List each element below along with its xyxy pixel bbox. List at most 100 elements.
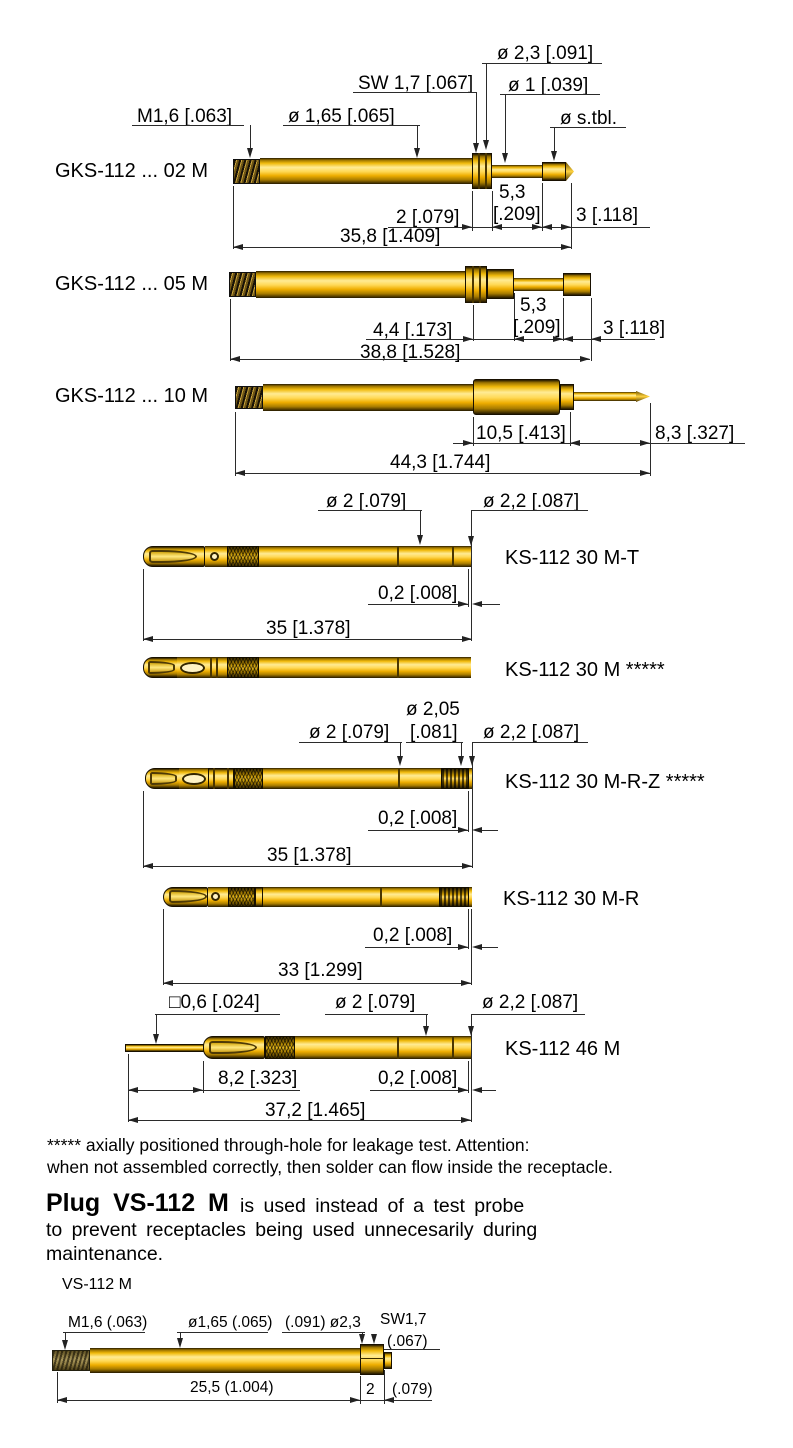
ext-line bbox=[471, 909, 472, 985]
knurl-end bbox=[439, 887, 469, 907]
probe-hex bbox=[472, 153, 492, 189]
leader-line bbox=[420, 510, 421, 535]
probe-needle bbox=[125, 1044, 207, 1052]
ext-line bbox=[473, 305, 474, 341]
footnote-line2: when not assembled correctly, then solde… bbox=[47, 1157, 613, 1177]
arrowhead bbox=[462, 224, 472, 230]
dim-label-total: 25,5 (1.004) bbox=[190, 1379, 274, 1396]
arrowhead bbox=[472, 827, 482, 833]
dim-line bbox=[453, 443, 745, 444]
vs112-label: VS-112 M bbox=[62, 1276, 132, 1293]
probe-collar bbox=[487, 269, 514, 299]
hex-facet-line bbox=[485, 153, 487, 189]
arrowhead bbox=[561, 244, 571, 250]
head-slot bbox=[169, 890, 207, 903]
leader-line bbox=[486, 63, 487, 140]
probe-thread bbox=[229, 272, 256, 297]
head-slot bbox=[149, 550, 197, 563]
arrowhead bbox=[143, 636, 153, 642]
ext-line bbox=[591, 298, 592, 361]
dim-label-diameter: ø s.tbl. bbox=[560, 108, 618, 129]
crimp-line bbox=[227, 768, 229, 789]
leader-line bbox=[400, 742, 401, 756]
dim-label-diameter: [.081] bbox=[410, 722, 458, 743]
probe-barrel bbox=[259, 657, 471, 678]
leader-line bbox=[500, 94, 600, 95]
arrowhead bbox=[235, 470, 245, 476]
dim-label-total: 38,8 [1.528] bbox=[360, 342, 461, 363]
dim-label-diameter: ø 2,3 [.091] bbox=[497, 43, 594, 64]
leader-line bbox=[471, 510, 472, 641]
probe-barrel bbox=[263, 384, 473, 411]
arrowhead bbox=[359, 1334, 365, 1344]
probe-tip bbox=[563, 273, 591, 296]
leader-line bbox=[318, 510, 422, 511]
dim-line bbox=[128, 1090, 300, 1091]
probe-end-cap bbox=[469, 887, 472, 907]
barrel-joint bbox=[397, 657, 399, 678]
leader-line bbox=[471, 1014, 472, 1122]
probe-label: KS-112 30 M-R bbox=[503, 888, 640, 910]
dim-label: 0,2 [.008] bbox=[378, 583, 458, 604]
head-hole-oval bbox=[180, 662, 205, 674]
dim-label-total: 35 [1.378] bbox=[266, 618, 351, 639]
leader-line bbox=[63, 1332, 145, 1333]
leader-line bbox=[250, 125, 251, 148]
ext-line bbox=[143, 569, 144, 641]
dim-label: [.209] bbox=[513, 317, 561, 338]
crimp-knurl bbox=[227, 546, 259, 567]
arrowhead bbox=[472, 1087, 482, 1093]
dim-line-total bbox=[57, 1400, 432, 1401]
dim-line-total bbox=[233, 247, 571, 248]
leader-line bbox=[65, 1332, 66, 1341]
dim-label-diameter: ø 2 [.079] bbox=[326, 491, 407, 512]
dim-label-thread: M1,6 [.063] bbox=[137, 106, 233, 127]
crimp-knurl bbox=[265, 1036, 295, 1059]
dim-line-total bbox=[230, 359, 590, 360]
arrowhead bbox=[233, 244, 243, 250]
plug-note-title: Plug VS-112 M bbox=[46, 1189, 229, 1217]
probe-sleeve bbox=[473, 379, 560, 415]
probe-needle bbox=[574, 392, 636, 401]
ext-line bbox=[468, 791, 469, 832]
ext-line bbox=[542, 183, 543, 231]
dim-label-total: 33 [1.299] bbox=[278, 960, 363, 981]
barrel-joint bbox=[452, 546, 454, 567]
dim-label-diameter: ø 2,2 [.087] bbox=[483, 722, 580, 743]
arrowhead bbox=[514, 336, 524, 342]
head-hole bbox=[211, 892, 220, 901]
dim-label: 0,2 [.008] bbox=[378, 1068, 458, 1089]
ext-line bbox=[563, 298, 564, 341]
arrowhead bbox=[472, 944, 482, 950]
probe-tip-point bbox=[566, 162, 574, 181]
leader-line bbox=[550, 127, 626, 128]
hex-facet-line bbox=[479, 266, 481, 303]
leader-line bbox=[461, 742, 462, 756]
probe-label: KS-112 30 M-R-Z ***** bbox=[505, 771, 705, 793]
ext-line bbox=[143, 791, 144, 868]
dim-label-diameter: ø 2,2 [.087] bbox=[483, 491, 580, 512]
head-slot bbox=[148, 661, 175, 674]
arrowhead bbox=[462, 636, 472, 642]
arrowhead bbox=[143, 863, 153, 869]
arrowhead bbox=[163, 980, 173, 986]
probe-plunger bbox=[492, 165, 542, 178]
ext-line bbox=[650, 403, 651, 476]
crimp-section bbox=[208, 768, 234, 789]
leader-line bbox=[177, 1332, 268, 1333]
leader-line bbox=[299, 742, 402, 743]
plug-note-line2: to prevent receptacles being used unnece… bbox=[46, 1219, 538, 1241]
dim-label-diameter: ø 2 [.079] bbox=[335, 992, 416, 1013]
arrowhead bbox=[570, 440, 580, 446]
plug-note-line3: maintenance. bbox=[46, 1243, 164, 1265]
dim-label-total: 44,3 [1.744] bbox=[390, 452, 491, 473]
hex-facet-line bbox=[478, 153, 480, 189]
dim-label-wrench: (.067) bbox=[387, 1333, 428, 1350]
leader-line bbox=[180, 1332, 181, 1339]
arrowhead bbox=[177, 1338, 183, 1348]
dim-label: 5,3 bbox=[499, 182, 526, 203]
barrel-joint bbox=[397, 1036, 399, 1059]
probe-label: GKS-112 ... 05 M bbox=[55, 273, 209, 295]
arrowhead bbox=[230, 356, 240, 362]
knurl-end bbox=[441, 768, 469, 789]
